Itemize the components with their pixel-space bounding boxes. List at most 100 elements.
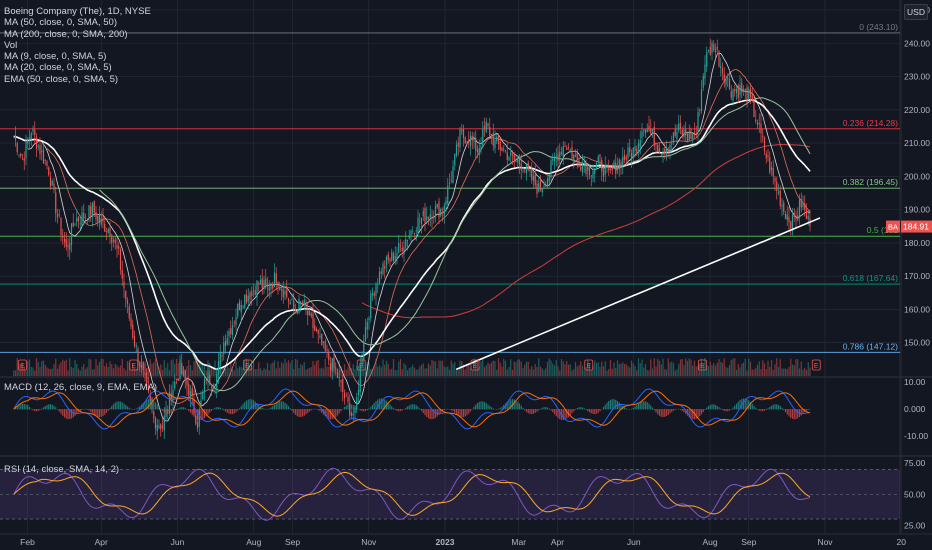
macd-legend[interactable]: MACD (12, 26, close, 9, EMA, EMA) bbox=[4, 382, 158, 393]
macd-histogram-bar bbox=[728, 409, 731, 411]
volume-bar bbox=[709, 361, 711, 376]
macd-histogram-bar bbox=[611, 399, 613, 410]
rsi-legend[interactable]: RSI (14, close, SMA, 14, 2) bbox=[4, 464, 120, 475]
candle-body bbox=[468, 139, 470, 143]
macd-histogram-bar bbox=[697, 409, 699, 418]
volume-bar bbox=[392, 358, 395, 376]
volume-bar bbox=[198, 361, 200, 376]
candle-body bbox=[314, 325, 316, 331]
candle-body bbox=[597, 156, 599, 163]
candle-body bbox=[244, 294, 246, 308]
fib-level-label: 0.236 (214.28) bbox=[843, 118, 898, 128]
candle-body bbox=[392, 253, 395, 261]
candle-body bbox=[98, 213, 101, 222]
legend-ma20[interactable]: MA (20, close, 0, SMA, 5) bbox=[4, 62, 112, 74]
macd-histogram-bar bbox=[443, 409, 445, 411]
macd-histogram-bar bbox=[27, 405, 29, 410]
macd-histogram-bar bbox=[25, 404, 27, 410]
macd-histogram-bar bbox=[279, 401, 281, 410]
volume-bar bbox=[650, 359, 652, 376]
earnings-marker: E bbox=[356, 359, 366, 371]
macd-histogram-bar bbox=[800, 409, 802, 416]
candle-body bbox=[58, 214, 60, 216]
candle-body bbox=[438, 201, 440, 218]
macd-histogram-bar bbox=[156, 404, 158, 410]
volume-bar bbox=[63, 361, 66, 376]
candle-body bbox=[532, 175, 535, 182]
volume-bar bbox=[580, 361, 582, 376]
candle-body bbox=[28, 137, 31, 140]
time-tick-label: 20 bbox=[897, 537, 907, 547]
candle-body bbox=[553, 158, 556, 162]
legend-vol[interactable]: Vol bbox=[4, 39, 18, 51]
macd-histogram-bar bbox=[541, 407, 543, 410]
candle-body bbox=[667, 151, 669, 152]
macd-histogram-bar bbox=[174, 409, 176, 412]
candle-body bbox=[303, 300, 305, 305]
candle-body bbox=[277, 281, 279, 287]
candle-body bbox=[735, 89, 738, 93]
volume-bar bbox=[240, 367, 242, 376]
macd-histogram-bar bbox=[223, 409, 225, 411]
volume-bar bbox=[324, 358, 326, 376]
candle-body bbox=[707, 50, 710, 51]
macd-histogram-bar bbox=[585, 409, 587, 410]
candle-body bbox=[81, 212, 83, 226]
candle-body bbox=[139, 362, 141, 367]
currency-label[interactable]: USD bbox=[904, 4, 928, 20]
volume-bar bbox=[364, 368, 367, 376]
candle-body bbox=[522, 171, 524, 173]
macd-histogram-bar bbox=[237, 409, 239, 411]
legend-ma50[interactable]: MA (50, close, 0, SMA, 50) bbox=[4, 17, 117, 29]
volume-bar bbox=[569, 364, 571, 376]
volume-bar bbox=[536, 367, 538, 376]
candle-body bbox=[328, 351, 330, 361]
candle-body bbox=[588, 167, 591, 176]
candle-body bbox=[688, 131, 690, 141]
candle-body bbox=[119, 249, 122, 270]
candle-body bbox=[681, 130, 683, 135]
candle-body bbox=[730, 91, 732, 98]
candle-body bbox=[135, 345, 137, 347]
candle-body bbox=[419, 220, 421, 222]
candle-body bbox=[280, 289, 283, 291]
macd-histogram-bar bbox=[158, 406, 160, 410]
candle-body bbox=[797, 215, 799, 221]
candle-body bbox=[32, 129, 34, 132]
candle-body bbox=[592, 171, 594, 179]
macd-histogram-bar bbox=[739, 400, 741, 410]
macd-histogram-bar bbox=[284, 402, 286, 410]
candle-body bbox=[282, 288, 284, 298]
macd-histogram-bar bbox=[763, 409, 766, 411]
volume-bar bbox=[795, 359, 797, 376]
candle-body bbox=[580, 166, 582, 171]
candle-body bbox=[51, 181, 53, 186]
volume-bar bbox=[165, 367, 167, 376]
volume-bar bbox=[541, 368, 543, 376]
macd-histogram-bar bbox=[492, 408, 494, 410]
candle-body bbox=[473, 136, 475, 142]
candle-body bbox=[53, 183, 55, 190]
volume-bar bbox=[254, 369, 256, 376]
candle-body bbox=[161, 426, 164, 428]
candle-body bbox=[42, 149, 45, 164]
earnings-marker-label: E bbox=[245, 363, 250, 370]
fib-level-label: 0.618 (167.64) bbox=[843, 273, 898, 283]
macd-histogram-bar bbox=[692, 409, 694, 420]
candle-body bbox=[562, 146, 564, 158]
macd-tick-label: 10.00 bbox=[904, 377, 926, 387]
volume-bar bbox=[608, 369, 610, 376]
candle-body bbox=[583, 165, 585, 167]
candle-body bbox=[312, 313, 314, 329]
volume-bar bbox=[686, 360, 689, 376]
legend-ema50[interactable]: EMA (50, close, 0, SMA, 5) bbox=[4, 73, 119, 85]
candle-body bbox=[207, 371, 209, 380]
volume-bar bbox=[723, 358, 725, 376]
legend-ma200[interactable]: MA (200, close, 0, SMA, 200) bbox=[4, 28, 128, 40]
legend-ma9[interactable]: MA (9, close, 0, SMA, 5) bbox=[4, 51, 107, 63]
volume-bar bbox=[118, 367, 120, 376]
macd-histogram-bar bbox=[471, 408, 473, 410]
macd-histogram-bar bbox=[590, 409, 592, 414]
macd-histogram-bar bbox=[576, 408, 578, 410]
